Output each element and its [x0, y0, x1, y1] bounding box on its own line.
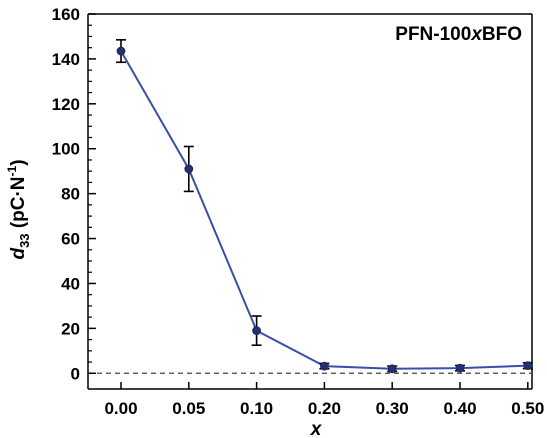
- y-tick-label: 160: [52, 5, 80, 24]
- y-tick-label: 40: [61, 274, 80, 293]
- x-tick-label: 0.05: [172, 399, 205, 418]
- x-tick-label: 0.20: [308, 399, 341, 418]
- x-tick-label: 0.50: [511, 399, 544, 418]
- y-axis-title: d33 (pC·N-1): [5, 159, 32, 259]
- y-tick-label: 20: [61, 319, 80, 338]
- y-axis-title-subscript: 33: [17, 233, 32, 247]
- plot-frame: [87, 13, 533, 390]
- x-tick-label: 0.30: [376, 399, 409, 418]
- data-point: [184, 164, 194, 174]
- y-axis-title-symbol: d: [8, 248, 29, 260]
- x-axis-title: x: [310, 419, 323, 438]
- data-point: [387, 364, 397, 374]
- data-point: [455, 363, 465, 373]
- y-tick-label: 100: [52, 140, 80, 159]
- chart-title: PFN-100xBFO: [395, 24, 522, 45]
- y-axis-title-close: ): [8, 159, 29, 165]
- y-tick-label: 140: [52, 50, 80, 69]
- data-point: [319, 361, 329, 371]
- y-axis-title-superscript: -1: [5, 165, 19, 176]
- y-axis-title-unit: (pC·N: [8, 176, 29, 233]
- y-tick-label: 60: [61, 230, 80, 249]
- chart-title-part-2: x: [470, 24, 483, 45]
- chart-title-part-1: PFN-100: [395, 24, 471, 45]
- series-layer: [116, 39, 533, 374]
- y-tick-label: 120: [52, 95, 80, 114]
- data-point: [116, 46, 126, 56]
- series-line: [120, 50, 528, 370]
- y-tick-label: 0: [71, 364, 80, 383]
- chart-title-part-3: BFO: [482, 24, 522, 45]
- x-tick-label: 0.10: [240, 399, 273, 418]
- data-point: [252, 326, 262, 336]
- y-tick-label: 80: [61, 185, 80, 204]
- y-ticks: 0 20 40 60 80 100 120 140 160: [52, 5, 96, 383]
- data-point: [523, 361, 533, 371]
- x-tick-label: 0.40: [443, 399, 476, 418]
- x-ticks: 0.00 0.05 0.10 0.20 0.30 0.40 0.50: [104, 382, 544, 418]
- x-tick-label: 0.00: [104, 399, 137, 418]
